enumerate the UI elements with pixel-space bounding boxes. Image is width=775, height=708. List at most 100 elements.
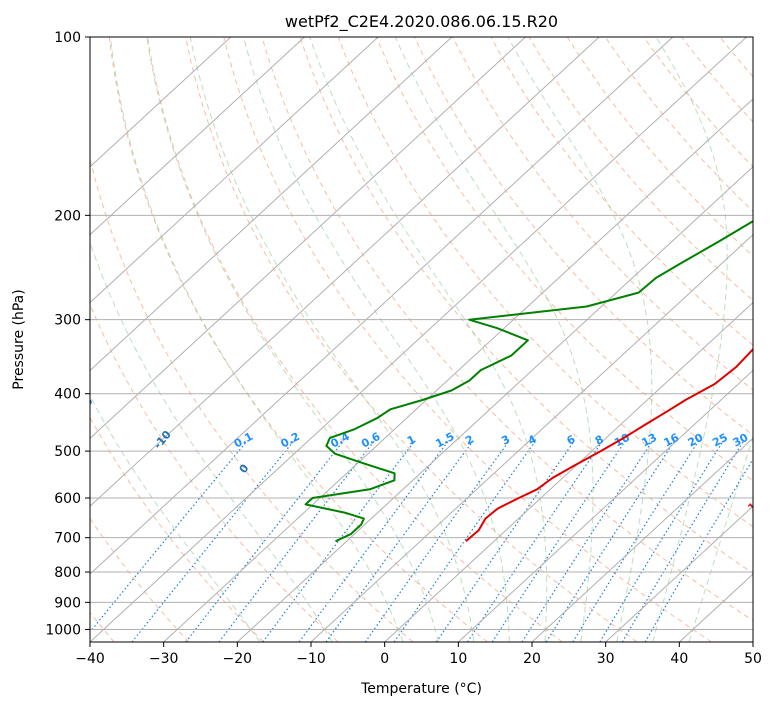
dry-adiabat-line (337, 37, 753, 528)
moist-adiabat-line (189, 37, 475, 642)
isotherm-line (90, 37, 600, 507)
isotherm-line (163, 98, 753, 642)
mixing-ratio-label: 25 (710, 431, 730, 450)
x-tick-label: −40 (75, 651, 105, 667)
isotherm-line (90, 37, 306, 236)
mixing-ratio-label: 30 (731, 431, 751, 450)
line-labels-layer: 0.10.20.40.611.52346810131620253036-100-… (90, 395, 775, 579)
x-tick-label: −30 (149, 651, 179, 667)
y-tick-label: 600 (54, 491, 81, 507)
y-tick-label: 700 (54, 531, 81, 547)
dry-adiabat-line (147, 37, 563, 642)
mixing-ratio-line (90, 440, 248, 633)
isotherm-line (90, 37, 748, 642)
isotherm-line (90, 37, 232, 168)
dry-adiabat-line (452, 37, 753, 391)
dry-adiabat-line (90, 517, 190, 642)
mixing-ratio-line (262, 440, 416, 642)
moist-adiabat-line (90, 394, 261, 642)
moist-adiabat-line (109, 37, 404, 642)
dry-adiabat-line (528, 37, 753, 302)
chart-title: wetPf2_C2E4.2020.086.06.15.R20 (285, 12, 558, 32)
mixing-ratio-label: 3 (499, 433, 512, 448)
plot-frame (89, 36, 754, 643)
dry-adiabat-line (261, 37, 753, 622)
moist-adiabat-line (688, 435, 753, 642)
mixing-ratio-label: 0.6 (359, 430, 383, 451)
mixing-ratio-label: 2 (463, 433, 476, 448)
mixing-ratio-line (393, 440, 537, 642)
y-tick-label: 200 (54, 208, 81, 224)
x-tick-label: 10 (449, 651, 467, 667)
isotherm-line (236, 166, 753, 642)
mixing-ratio-line (491, 440, 626, 642)
dry-adiabat-line (185, 37, 638, 642)
mixing-ratio-label: 16 (662, 431, 682, 450)
y-axis-label: Pressure (hPa) (11, 289, 27, 389)
mixing-ratio-label: 6 (565, 432, 578, 447)
y-tick-label: 400 (54, 387, 81, 403)
mixing-ratio-line (325, 440, 474, 642)
isotherm-line (605, 505, 753, 642)
axes-layer: −40 −30 −20 −10 0 10 20 30 40 5010020030040050060… (45, 30, 762, 667)
dry-adiabat-line (566, 37, 753, 257)
mixing-ratio-label: 4 (526, 432, 539, 447)
x-axis-label: Temperature (°C) (360, 681, 482, 697)
moist-adiabat-line (652, 37, 728, 642)
dry-adiabat-line (223, 37, 712, 642)
dry-adiabat-line (90, 156, 414, 642)
mixing-ratio-line (644, 458, 753, 642)
isotherm-line (90, 37, 674, 575)
mixing-ratio-line (364, 440, 510, 642)
mixing-ratio-label: 20 (686, 431, 706, 450)
mixing-ratio-line (466, 440, 604, 642)
isotherm-line (90, 37, 527, 440)
y-tick-label: 800 (54, 565, 81, 581)
mixing-ratio-line (131, 440, 295, 642)
grid-layer (90, 37, 753, 642)
isotherm-line (531, 437, 753, 642)
dry-adiabat-line (90, 303, 339, 642)
mixing-ratio-label: 0.2 (279, 430, 302, 451)
dry-adiabat-line (681, 37, 753, 123)
y-tick-label: 100 (54, 30, 81, 46)
isotherm-line (90, 37, 379, 304)
moist-adiabat-label: 10 (745, 495, 765, 515)
isotherm-line (90, 37, 453, 372)
mixing-ratio-line (599, 440, 725, 642)
mixing-ratio-line (298, 440, 450, 642)
moist-adiabat-line (242, 37, 510, 642)
x-tick-label: 20 (523, 651, 541, 667)
mixing-ratio-label: 13 (639, 431, 659, 450)
isotherm-line (384, 301, 753, 642)
x-tick-label: 30 (597, 651, 615, 667)
isotherm-line (752, 641, 753, 642)
profiles-layer (304, 220, 753, 543)
x-tick-label: −10 (296, 651, 326, 667)
x-tick-label: 40 (670, 651, 688, 667)
dry-adiabat-line (108, 37, 488, 642)
mixing-ratio-label: 1.5 (433, 430, 456, 451)
moist-adiabat-line (309, 37, 548, 642)
moist-adiabat-line (146, 37, 439, 642)
temperature-profile-line (465, 347, 753, 543)
mixing-ratio-label: 0.1 (232, 430, 255, 451)
y-tick-label: 900 (54, 595, 81, 611)
dry-adiabat-line (414, 37, 753, 436)
dry-adiabat-line (490, 37, 753, 346)
dewpoint-profile-line (304, 220, 753, 543)
moist-adiabat-label: 20 (757, 524, 775, 544)
mixing-ratio-line (435, 440, 575, 642)
dry-adiabat-line (299, 37, 753, 574)
moist-adiabat-label: 30 (764, 559, 775, 579)
isotherm-line (457, 369, 753, 642)
dry-adiabat-line (90, 416, 264, 642)
mixing-ratio-line (521, 440, 654, 642)
mixing-ratio-line (185, 440, 345, 642)
y-tick-label: 1000 (45, 622, 81, 638)
dry-adiabat-label: 0 (237, 461, 252, 475)
mixing-ratio-label: 36 (751, 431, 771, 450)
dry-adiabat-line (719, 37, 753, 78)
mixing-ratio-label: 1 (405, 433, 418, 448)
